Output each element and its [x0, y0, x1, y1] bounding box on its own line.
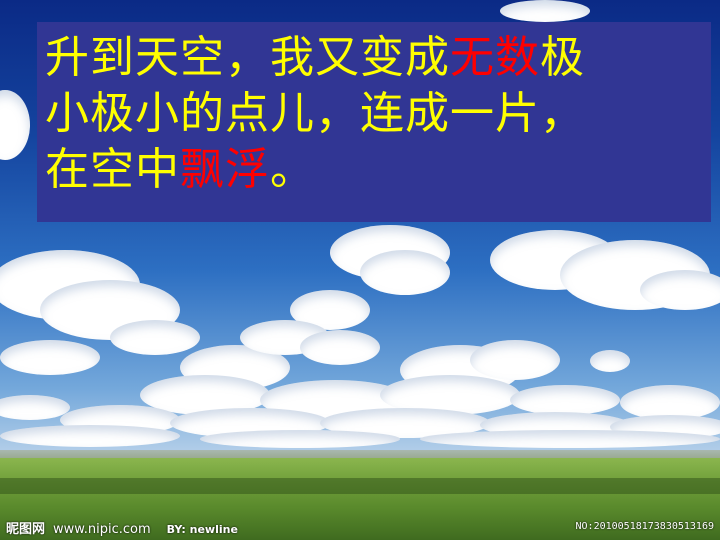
cloud	[0, 425, 180, 447]
cloud	[200, 430, 400, 448]
cloud	[360, 250, 450, 295]
cloud	[640, 270, 720, 310]
watermark-author: BY: newline	[166, 523, 238, 536]
text-line-1: 升到天空，我又变成无数极	[45, 30, 703, 86]
highlight-text: 无数	[450, 32, 540, 83]
cloud	[0, 90, 30, 160]
text-segment: 小极小的点儿，连成一片，	[45, 88, 585, 139]
cloud	[0, 340, 100, 375]
cloud-shadow	[0, 478, 720, 494]
text-segment: 极	[540, 32, 585, 83]
text-segment: 升到天空，我又变成	[45, 32, 450, 83]
text-segment: 在空中	[45, 144, 180, 195]
grassland	[0, 458, 720, 540]
cloud	[510, 385, 620, 415]
cloud	[500, 0, 590, 22]
cloud	[0, 395, 70, 420]
cloud	[420, 430, 720, 448]
cloud	[590, 350, 630, 372]
watermark: 昵图网 www.nipic.com BY: newline	[6, 518, 238, 537]
watermark-image-id: NO:20100518173830513169	[575, 521, 714, 532]
text-line-3: 在空中飘浮。	[45, 142, 703, 198]
cloud	[300, 330, 380, 365]
text-panel: 升到天空，我又变成无数极 小极小的点儿，连成一片， 在空中飘浮。	[37, 22, 711, 222]
cloud	[620, 385, 720, 420]
highlight-text: 飘浮	[180, 144, 270, 195]
text-segment: 。	[270, 144, 315, 195]
cloud	[470, 340, 560, 380]
text-line-2: 小极小的点儿，连成一片，	[45, 86, 703, 142]
cloud	[110, 320, 200, 355]
watermark-brand: 昵图网	[6, 522, 46, 537]
watermark-site: www.nipic.com	[53, 522, 151, 537]
